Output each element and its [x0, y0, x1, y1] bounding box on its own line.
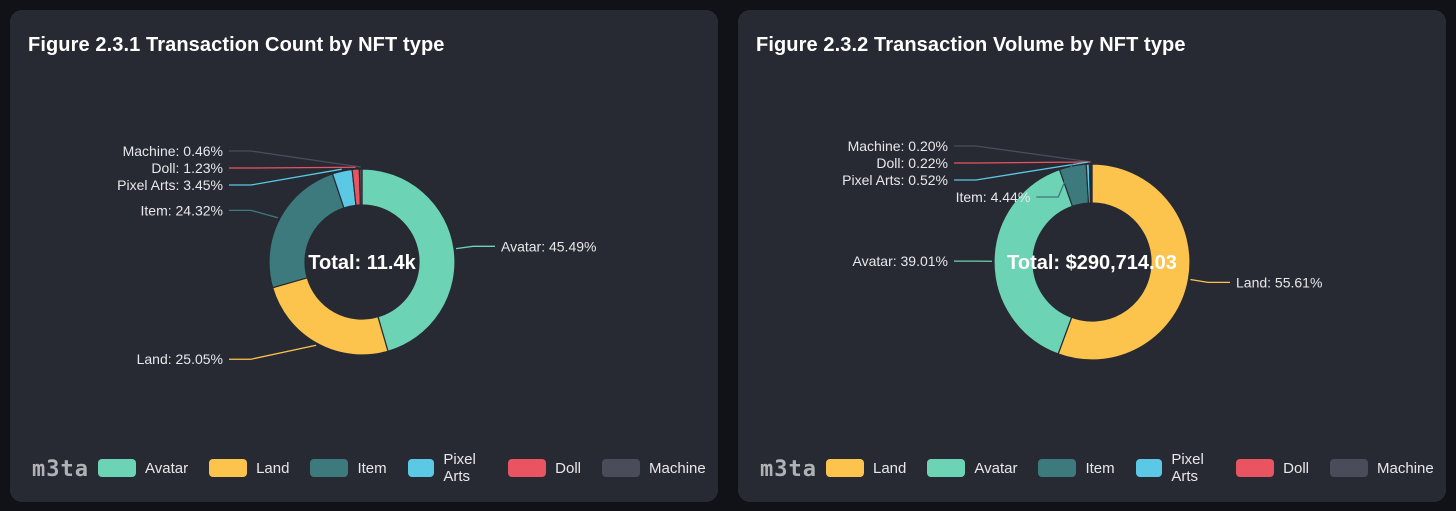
leader-line-land	[1190, 278, 1230, 283]
legend-item-doll[interactable]: Doll	[1236, 459, 1309, 477]
legend-label-item: Item	[357, 459, 387, 477]
leader-line-item	[229, 209, 279, 219]
donut-slice-machine[interactable]	[1090, 163, 1093, 204]
data-label-land: Land: 55.61%	[1236, 274, 1322, 290]
legend-swatch-avatar	[927, 459, 966, 477]
legend-label-avatar: Avatar	[974, 459, 1018, 477]
data-label-item: Item: 4.44%	[956, 189, 1031, 205]
legend-item-pixel-arts[interactable]: Pixel Arts	[407, 451, 488, 485]
legend-label-land: Land	[873, 459, 907, 477]
legend-swatch-land	[209, 459, 248, 477]
data-label-machine: Machine: 0.46%	[123, 143, 223, 159]
legend-item-land[interactable]: Land	[209, 459, 289, 477]
leader-line-land	[229, 344, 317, 360]
data-label-machine: Machine: 0.20%	[848, 138, 948, 154]
legend-item-doll[interactable]: Doll	[508, 459, 581, 477]
legend-item-machine[interactable]: Machine	[1330, 459, 1434, 477]
m3ta-watermark-logo: m3ta	[32, 457, 89, 482]
donut-center-total: Total: $290,714.03	[1007, 252, 1177, 274]
leader-line-machine	[229, 150, 361, 168]
legend-label-avatar: Avatar	[145, 459, 189, 477]
m3ta-watermark-logo: m3ta	[760, 457, 817, 482]
legend-swatch-item	[1038, 459, 1077, 477]
donut-slice-machine[interactable]	[358, 168, 363, 206]
data-label-land: Land: 25.05%	[137, 351, 223, 367]
legend-item-item[interactable]: Item	[1038, 459, 1115, 477]
data-label-pixel-arts: Pixel Arts: 3.45%	[117, 177, 223, 193]
legend-label-doll: Doll	[1283, 459, 1310, 477]
chart-legend: Land Avatar Item Pixel Arts Doll Machine	[826, 451, 1455, 485]
legend-label-machine: Machine	[1377, 459, 1434, 477]
donut-slice-avatar[interactable]	[993, 168, 1074, 355]
leader-line-doll	[954, 161, 1091, 164]
chart-title: Figure 2.3.2 Transaction Volume by NFT t…	[756, 34, 1186, 56]
legend-item-pixel-arts[interactable]: Pixel Arts	[1135, 451, 1216, 485]
data-label-avatar: Avatar: 45.49%	[501, 238, 596, 254]
data-label-doll: Doll: 0.22%	[876, 155, 948, 171]
leader-line-pixel-arts	[954, 161, 1088, 181]
legend-label-pixel-arts: Pixel Arts	[443, 451, 476, 485]
legend-swatch-avatar	[98, 459, 136, 477]
legend-item-land[interactable]: Land	[826, 459, 906, 477]
data-label-doll: Doll: 1.23%	[151, 160, 223, 176]
legend-swatch-pixel-arts	[407, 459, 435, 477]
data-label-avatar: Avatar: 39.01%	[853, 253, 948, 269]
legend-swatch-doll	[1236, 459, 1275, 477]
legend-label-item: Item	[1085, 459, 1115, 477]
donut-slice-land[interactable]	[1057, 163, 1191, 361]
data-label-pixel-arts: Pixel Arts: 0.52%	[842, 172, 948, 188]
legend-swatch-item	[310, 459, 349, 477]
legend-swatch-doll	[508, 459, 547, 477]
legend-swatch-land	[826, 459, 864, 477]
chart-title: Figure 2.3.1 Transaction Count by NFT ty…	[28, 34, 445, 56]
chart-legend: Avatar Land Item Pixel Arts Doll Machine	[98, 451, 727, 485]
legend-swatch-machine	[1330, 459, 1369, 477]
legend-label-pixel-arts: Pixel Arts	[1171, 451, 1204, 485]
leader-line-item	[1036, 163, 1073, 198]
legend-item-avatar[interactable]: Avatar	[927, 459, 1017, 477]
leader-line-pixel-arts	[229, 168, 342, 186]
donut-chart-transaction-count: Avatar: 45.49% Machine: 0.46%Doll: 1.23%P…	[117, 143, 596, 367]
legend-swatch-pixel-arts	[1135, 459, 1163, 477]
leader-line-doll	[229, 166, 356, 169]
donut-chart-transaction-volume: Land: 55.61% Machine: 0.20%Doll: 0.22%Pix…	[842, 138, 1322, 361]
legend-label-machine: Machine	[649, 459, 706, 477]
chart-panel-transaction-volume: Figure 2.3.2 Transaction Volume by NFT t…	[738, 10, 1446, 502]
leader-line-machine	[954, 145, 1092, 163]
data-label-item: Item: 24.32%	[141, 202, 224, 218]
legend-item-machine[interactable]: Machine	[602, 459, 706, 477]
legend-swatch-machine	[602, 459, 641, 477]
donut-slice-avatar[interactable]	[361, 168, 456, 353]
legend-label-land: Land	[256, 459, 290, 477]
legend-item-item[interactable]: Item	[310, 459, 387, 477]
legend-item-avatar[interactable]: Avatar	[98, 459, 188, 477]
donut-slice-land[interactable]	[271, 277, 389, 356]
legend-label-doll: Doll	[555, 459, 582, 477]
leader-line-avatar	[455, 245, 495, 250]
donut-center-total: Total: 11.4k	[308, 252, 416, 274]
chart-panel-transaction-count: Figure 2.3.1 Transaction Count by NFT ty…	[10, 10, 718, 502]
